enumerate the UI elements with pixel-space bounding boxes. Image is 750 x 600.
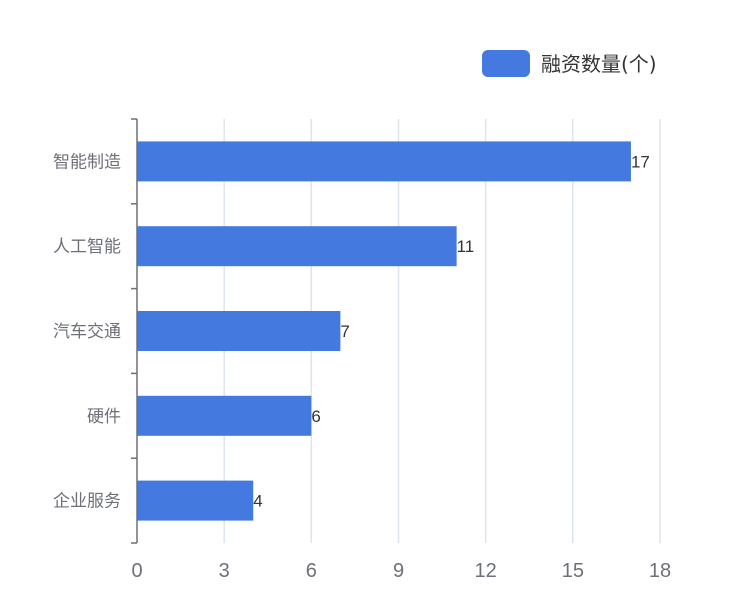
value-label: 11 [457, 237, 475, 256]
x-tick-label: 6 [306, 560, 317, 582]
category-label: 人工智能 [53, 237, 121, 257]
category-label: 智能制造 [53, 152, 121, 172]
bar [137, 480, 254, 521]
value-label: 4 [253, 492, 262, 511]
legend-label[interactable]: 融资数量(个) [541, 52, 657, 76]
x-tick-label: 9 [393, 560, 404, 582]
x-tick-label: 15 [562, 560, 584, 582]
bars: 17 11 7 6 4 [137, 141, 650, 521]
bar [137, 311, 341, 351]
legend[interactable]: 融资数量(个) [482, 50, 657, 77]
x-tick-label: 12 [475, 560, 497, 582]
bar [137, 141, 631, 182]
grid-lines [223, 119, 661, 543]
bar [137, 226, 457, 267]
legend-swatch[interactable] [482, 50, 530, 77]
x-tick-label: 0 [131, 560, 142, 582]
x-tick-label: 3 [219, 560, 230, 582]
category-label: 企业服务 [53, 492, 121, 512]
bar [137, 395, 312, 436]
value-label: 17 [631, 152, 650, 171]
value-label: 7 [340, 322, 349, 341]
category-label: 汽车交通 [53, 322, 121, 342]
x-tick-label: 18 [649, 560, 671, 582]
value-label: 6 [311, 407, 320, 426]
category-label: 硬件 [87, 407, 121, 427]
